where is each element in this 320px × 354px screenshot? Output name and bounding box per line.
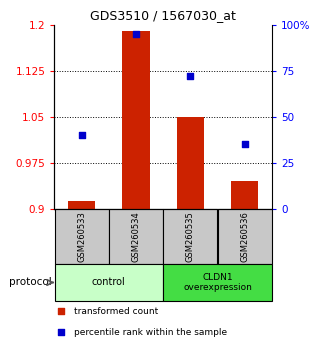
- Text: protocol: protocol: [9, 278, 52, 287]
- FancyBboxPatch shape: [164, 264, 272, 301]
- FancyBboxPatch shape: [164, 209, 217, 264]
- Point: [79, 132, 84, 138]
- Text: GSM260533: GSM260533: [77, 211, 86, 262]
- Bar: [68, 201, 95, 209]
- Text: GSM260535: GSM260535: [186, 211, 195, 262]
- Text: percentile rank within the sample: percentile rank within the sample: [74, 328, 227, 337]
- Point: [133, 31, 139, 37]
- Text: transformed count: transformed count: [74, 307, 158, 315]
- Bar: [177, 117, 204, 209]
- Text: CLDN1
overexpression: CLDN1 overexpression: [183, 273, 252, 292]
- Point: [58, 329, 63, 335]
- FancyBboxPatch shape: [218, 209, 272, 264]
- Title: GDS3510 / 1567030_at: GDS3510 / 1567030_at: [90, 9, 236, 22]
- Text: GSM260536: GSM260536: [240, 211, 249, 262]
- Bar: [231, 181, 259, 209]
- Point: [58, 308, 63, 314]
- FancyBboxPatch shape: [55, 264, 163, 301]
- Bar: [123, 31, 150, 209]
- Text: GSM260534: GSM260534: [132, 211, 140, 262]
- FancyBboxPatch shape: [109, 209, 163, 264]
- Point: [242, 142, 247, 147]
- FancyBboxPatch shape: [55, 209, 108, 264]
- Point: [188, 74, 193, 79]
- Text: control: control: [92, 278, 126, 287]
